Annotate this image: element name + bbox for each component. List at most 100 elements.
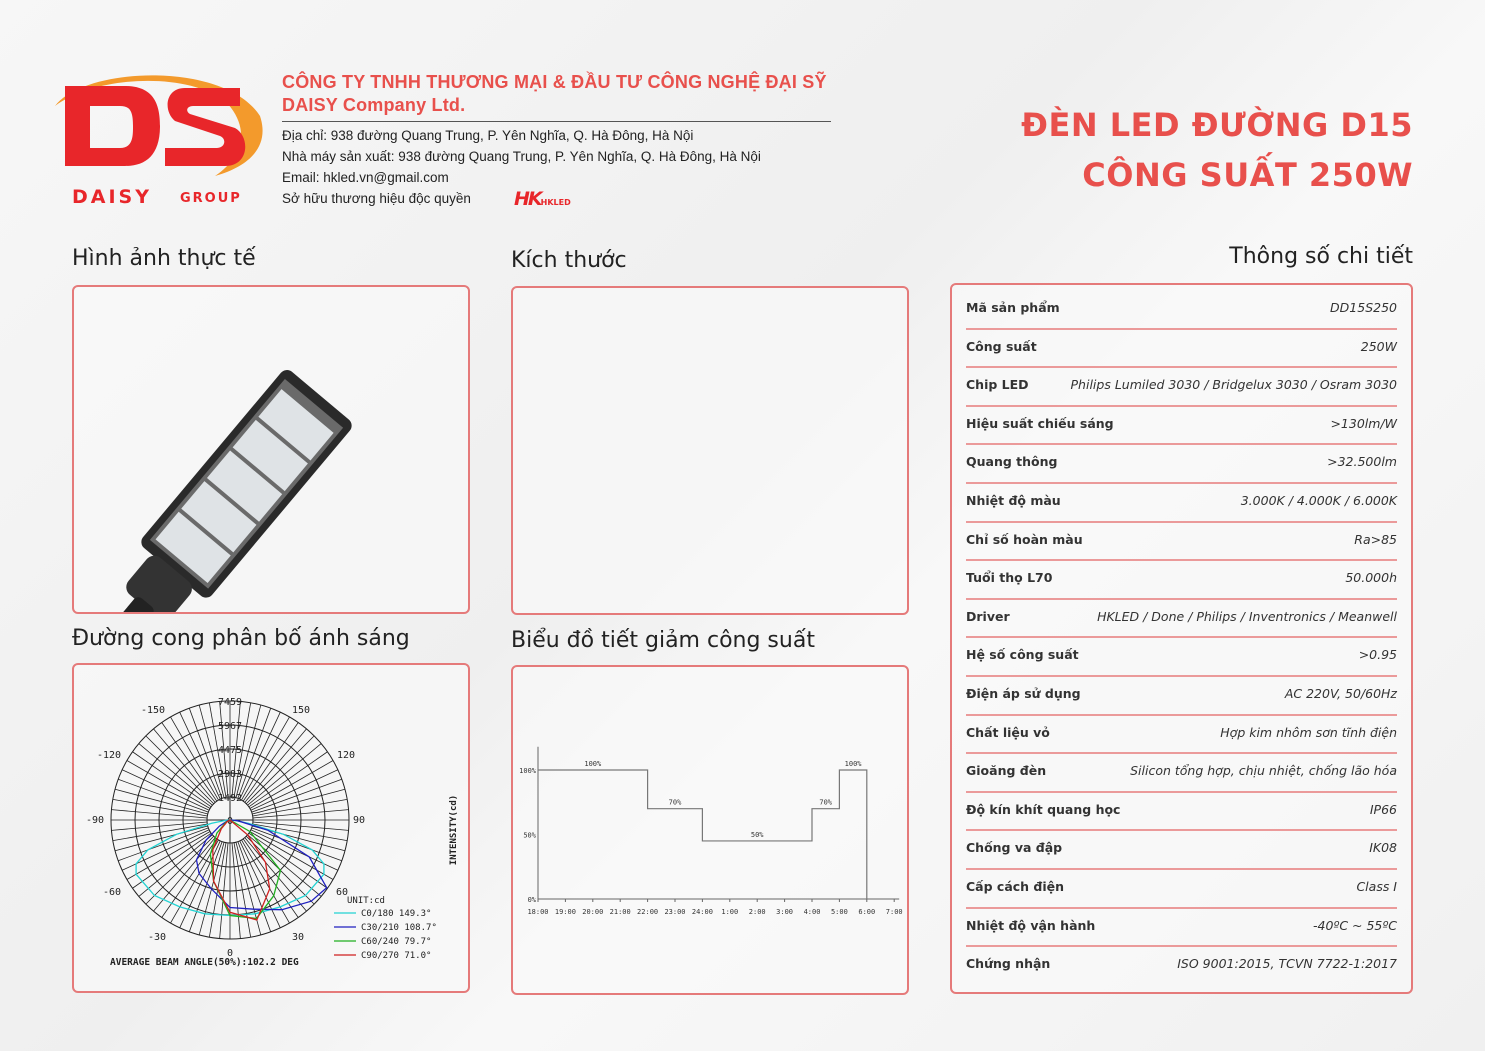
x-tick-label: 3:00	[776, 908, 793, 916]
polar-spoke	[252, 798, 348, 817]
dimming-chart-box: 18:00 19:00 20:00 21:00 22:00 23:00 24:00 1:00 2…	[511, 665, 909, 995]
spec-label: Độ kín khít quang học	[966, 801, 1121, 817]
polar-spoke	[251, 778, 342, 813]
series-curve	[209, 819, 282, 920]
product-title-line1: ĐÈN LED ĐƯỜNG D15	[1021, 106, 1413, 144]
spec-value: >0.95	[1358, 647, 1397, 663]
dimming-chart: 18:00 19:00 20:00 21:00 22:00 23:00 24:00 1:00 2…	[519, 746, 903, 916]
x-tick-label: 20:00	[582, 908, 603, 916]
spec-value: -40ºC ~ 55ºC	[1313, 917, 1397, 933]
spec-label: Hệ số công suất	[966, 647, 1079, 663]
spec-row: Công suất 250W	[966, 330, 1397, 369]
section-light-curve-title: Đường cong phân bố ánh sáng	[72, 626, 410, 651]
spec-label: Nhiệt độ vận hành	[966, 917, 1096, 933]
spec-row: Tuổi thọ L70 50.000h	[966, 561, 1397, 600]
polar-spoke	[233, 842, 252, 938]
polar-spoke	[239, 840, 281, 929]
legend-label: C0/180 149.3°	[361, 909, 431, 919]
polar-spoke	[252, 809, 349, 819]
polar-spoke	[188, 841, 223, 932]
segment-label: 50%	[751, 831, 764, 839]
polar-spoke	[242, 838, 299, 918]
y-tick-label: 100%	[519, 767, 537, 775]
polar-spoke	[252, 823, 348, 842]
series-curve	[212, 819, 271, 921]
x-tick-label: 21:00	[610, 908, 631, 916]
spec-label: Chỉ số hoàn màu	[966, 531, 1083, 547]
polar-spoke	[161, 838, 218, 918]
spec-value: 250W	[1360, 338, 1397, 354]
polar-spoke	[241, 716, 290, 801]
polar-spoke	[231, 701, 241, 798]
ring-label: 1492	[218, 793, 242, 804]
spec-value: >130lm/W	[1330, 415, 1397, 431]
polar-spoke	[153, 728, 216, 803]
x-tick-label: 19:00	[555, 908, 576, 916]
spec-value: AC 220V, 50/60Hz	[1284, 686, 1397, 701]
spec-row: Driver HKLED / Done / Philips / Inventron…	[966, 600, 1397, 639]
polar-spoke	[111, 809, 208, 819]
spec-label: Driver	[966, 608, 1010, 624]
spec-row: Gioăng đèn Silicon tổng hợp, chịu nhiệt, …	[966, 754, 1397, 793]
spec-label: Cấp cách điện	[966, 879, 1065, 894]
x-tick-label: 22:00	[637, 908, 658, 916]
product-title-line2: CÔNG SUẤT 250W	[1082, 156, 1413, 194]
segment-label: 70%	[669, 799, 682, 807]
angle-label: -150	[141, 705, 165, 716]
spec-row: Nhiệt độ vận hành -40ºC ~ 55ºC	[966, 909, 1397, 948]
header-divider	[282, 121, 831, 122]
spec-label: Điện áp sử dụng	[966, 686, 1081, 701]
spec-value: HKLED / Done / Philips / Inventronics / …	[1097, 608, 1397, 624]
polar-spoke	[244, 728, 307, 803]
angle-label: 120	[337, 750, 355, 761]
polar-spoke	[121, 829, 210, 871]
polar-spoke	[251, 827, 342, 862]
polar-chart: 0 1492 2983 4475 5967 7459 -150 150 -120 120 -90 90…	[86, 697, 459, 968]
legend-label: C60/240 79.7°	[361, 937, 431, 947]
company-email[interactable]: Email: hkled.vn@gmail.com	[282, 170, 449, 185]
spec-row: Cấp cách điện Class I	[966, 870, 1397, 909]
spec-value: Hợp kim nhôm sơn tĩnh điện	[1220, 724, 1397, 740]
spec-value: IK08	[1369, 840, 1397, 856]
angle-label: -90	[86, 815, 104, 826]
spec-value: Silicon tổng hợp, chịu nhiệt, chống lão …	[1130, 763, 1397, 779]
segment-label: 100%	[584, 760, 602, 768]
spec-value: 3.000K / 4.000K / 6.000K	[1240, 493, 1397, 508]
segment-label: 70%	[819, 799, 832, 807]
polar-spoke	[198, 704, 225, 798]
polar-spoke	[138, 743, 213, 806]
polar-spoke	[248, 751, 328, 808]
spec-row: Chống va đập IK08	[966, 831, 1397, 870]
product-photo-box	[72, 285, 470, 650]
x-tick-label: 18:00	[527, 908, 548, 916]
section-dimming-title: Biểu đồ tiết giảm công suất	[511, 628, 815, 653]
section-photo-title: Hình ảnh thực tế	[72, 246, 256, 271]
angle-label: -60	[103, 887, 121, 898]
x-tick-label: 5:00	[831, 908, 848, 916]
spec-label: Nhiệt độ màu	[966, 493, 1061, 508]
polar-spoke	[233, 702, 252, 798]
polar-spoke	[170, 716, 219, 801]
polar-spoke	[145, 735, 215, 805]
series-curve	[195, 819, 328, 911]
polar-spoke	[231, 842, 241, 939]
polar-spoke	[252, 821, 349, 831]
polar-spoke	[179, 711, 221, 800]
company-name-vi: CÔNG TY TNHH THƯƠNG MẠI & ĐẦU TƯ CÔNG NG…	[282, 72, 827, 92]
spec-value: Philips Lumiled 3030 / Bridgelux 3030 / …	[1070, 377, 1397, 393]
polar-spoke	[244, 837, 307, 912]
y-tick-label: 50%	[523, 832, 536, 840]
polar-spoke	[112, 798, 208, 817]
polar-spoke	[114, 825, 208, 852]
x-tick-label: 1:00	[721, 908, 738, 916]
polar-spoke	[112, 823, 208, 842]
polar-spoke	[247, 834, 322, 897]
spec-value: Ra>85	[1354, 531, 1397, 547]
angle-label: -30	[148, 932, 166, 943]
company-address: Địa chỉ: 938 đường Quang Trung, P. Yên N…	[282, 128, 694, 143]
logo-brand: DAISY	[72, 186, 152, 208]
legend-label: C90/270 71.0°	[361, 951, 431, 961]
angle-label: 30	[292, 932, 304, 943]
spec-row: Chứng nhận ISO 9001:2015, TCVN 7722-1:201…	[966, 947, 1397, 986]
polar-spoke	[237, 841, 272, 932]
